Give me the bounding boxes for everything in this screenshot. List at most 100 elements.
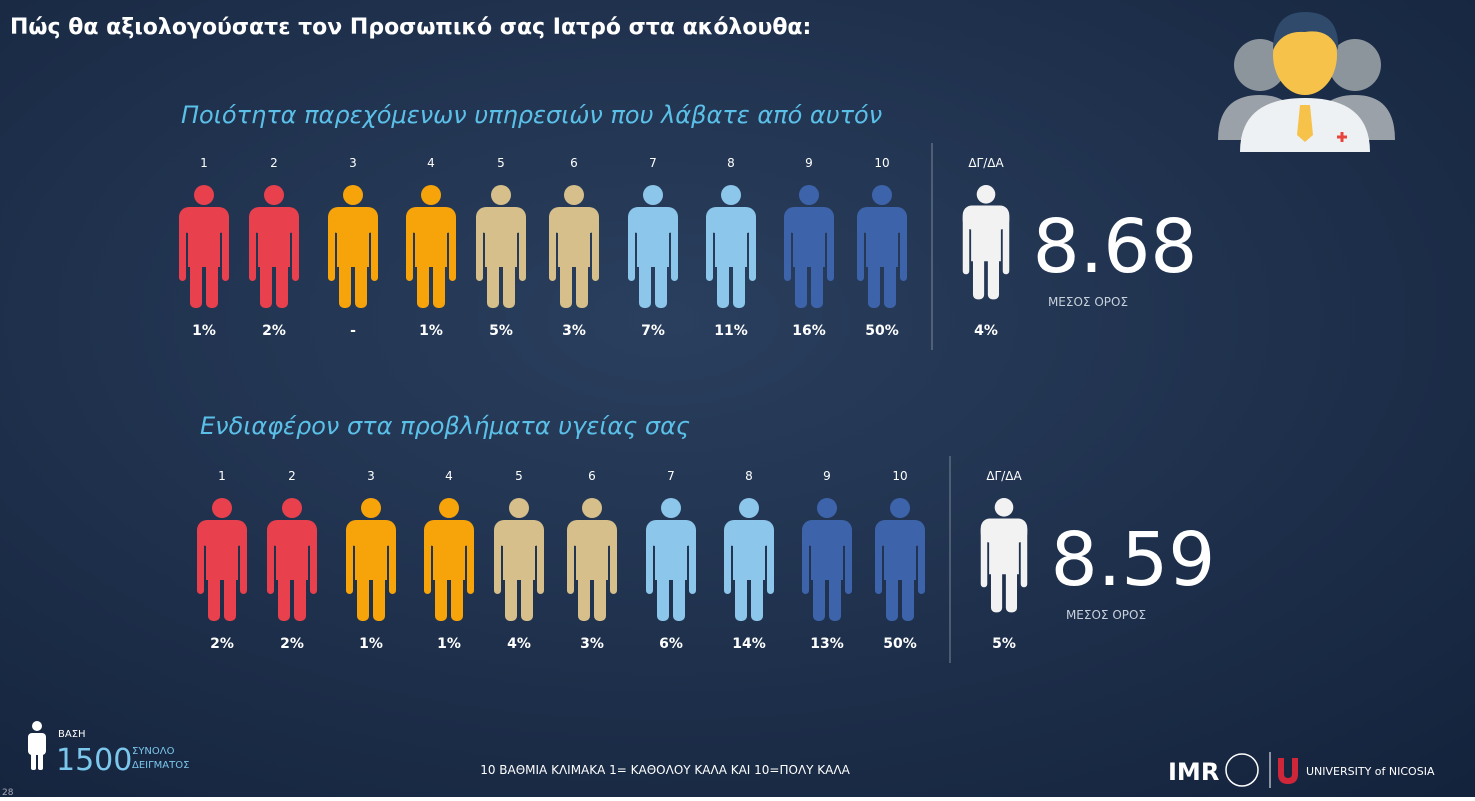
arm (724, 528, 731, 594)
arm (267, 528, 274, 594)
leg (451, 570, 463, 621)
logo-imr: IMR (1168, 758, 1219, 786)
arm (567, 528, 574, 594)
scale-label: 7 (649, 156, 657, 170)
arm (857, 215, 864, 281)
arm (1002, 212, 1010, 275)
leg (355, 257, 367, 308)
person-icon (724, 498, 774, 621)
arm (222, 215, 229, 281)
doctor-icon (1218, 12, 1395, 152)
logo-seal (1225, 753, 1259, 787)
person-icon (802, 498, 852, 621)
mean-label: ΜΕΣΟΣ ΟΡΟΣ (1048, 295, 1128, 309)
scale-label: 6 (588, 469, 596, 483)
leg (972, 251, 985, 300)
person-icon (197, 498, 247, 621)
scale-label: 6 (570, 156, 578, 170)
base-note: ΣΥΝΟΛΟ (132, 746, 175, 757)
leg (560, 257, 572, 308)
leg (1005, 564, 1018, 613)
leg (278, 570, 290, 621)
scale-label: ΔΓ/ΔΑ (968, 156, 1004, 170)
mean-label: ΜΕΣΟΣ ΟΡΟΣ (1066, 608, 1146, 622)
arm (900, 215, 907, 281)
percent-label: 50% (883, 636, 917, 652)
arm (628, 215, 635, 281)
leg (276, 257, 288, 308)
percent-label: 14% (732, 636, 766, 652)
head (890, 498, 910, 518)
head (976, 185, 996, 204)
leg (505, 570, 517, 621)
leg (206, 257, 218, 308)
percent-label: 50% (865, 323, 899, 339)
arm (827, 215, 834, 281)
base-value: 1500 (56, 743, 132, 778)
person-icon (875, 498, 925, 621)
scale-label: 10 (874, 156, 889, 170)
leg (886, 570, 898, 621)
head (439, 498, 459, 518)
head (721, 185, 741, 205)
arm (197, 528, 204, 594)
arm (610, 528, 617, 594)
arm (980, 525, 988, 588)
head (343, 185, 363, 205)
person-icon (424, 498, 474, 621)
percent-label: 16% (792, 323, 826, 339)
head (643, 185, 663, 205)
arm (537, 528, 544, 594)
person-icon (328, 185, 378, 308)
percent-label: 3% (562, 323, 586, 339)
scale-label: 5 (515, 469, 523, 483)
arm (671, 215, 678, 281)
person-icon (476, 185, 526, 308)
head (421, 185, 441, 205)
person-icon (179, 185, 229, 308)
leg (733, 257, 745, 308)
leg (521, 570, 533, 621)
head (817, 498, 837, 518)
leg (417, 257, 429, 308)
person-icon (346, 498, 396, 621)
leg (811, 257, 823, 308)
arm (406, 215, 413, 281)
arm (179, 215, 186, 281)
head (212, 498, 232, 518)
arm (749, 215, 756, 281)
leg (339, 257, 351, 308)
leg (795, 257, 807, 308)
arm (689, 528, 696, 594)
percent-label: 11% (714, 323, 748, 339)
arm (519, 215, 526, 281)
leg (751, 570, 763, 621)
head (799, 185, 819, 205)
percent-label: 1% (192, 323, 216, 339)
scale-label: 2 (288, 469, 296, 483)
head (661, 498, 681, 518)
percent-label: 4% (974, 323, 998, 339)
arm (706, 215, 713, 281)
head (282, 498, 302, 518)
percent-label: 2% (262, 323, 286, 339)
section-heading: Ενδιαφέρον στα προβλήματα υγείας σας (200, 412, 690, 440)
arm (784, 215, 791, 281)
mean-value: 8.59 (1051, 517, 1216, 603)
leg (717, 257, 729, 308)
scale-label: 9 (805, 156, 813, 170)
scale-label: 7 (667, 469, 675, 483)
scale-label: 1 (200, 156, 208, 170)
percent-label: 2% (280, 636, 304, 652)
arm (802, 528, 809, 594)
leg (578, 570, 590, 621)
scale-label: 4 (427, 156, 435, 170)
arm (845, 528, 852, 594)
leg (294, 570, 306, 621)
leg (990, 564, 1003, 613)
leg (224, 570, 236, 621)
person-icon (628, 185, 678, 308)
scale-label: 8 (727, 156, 735, 170)
base-label: ΒΑΣΗ (58, 729, 86, 740)
head (491, 185, 511, 205)
